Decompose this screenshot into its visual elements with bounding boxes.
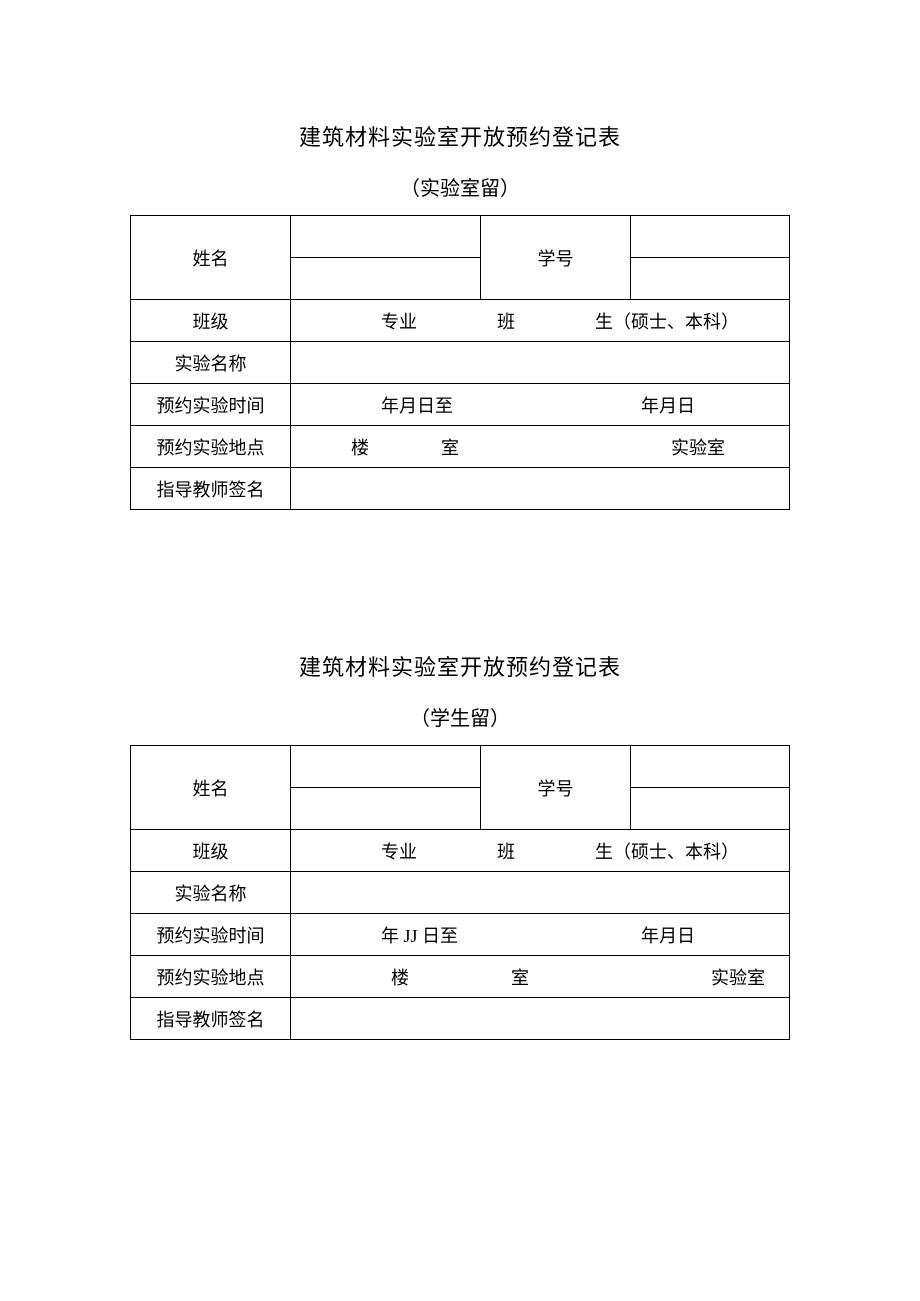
class-major: 专业: [381, 308, 417, 334]
field-student-id-2: [631, 788, 790, 830]
field-booking-time: 年月日至 年月日: [291, 384, 790, 426]
field-name-2: [291, 258, 481, 300]
class-level: 生（硕士、本科）: [595, 308, 739, 334]
field-experiment-name: [291, 342, 790, 384]
label-name: 姓名: [131, 216, 291, 300]
field-advisor-signature: [291, 998, 790, 1040]
label-class: 班级: [131, 300, 291, 342]
label-booking-time: 预约实验时间: [131, 914, 291, 956]
class-class: 班: [497, 838, 515, 864]
form-title: 建筑材料实验室开放预约登记表: [130, 120, 790, 152]
field-advisor-signature: [291, 468, 790, 510]
field-student-id-1: [631, 746, 790, 788]
label-experiment-name: 实验名称: [131, 872, 291, 914]
label-booking-location: 预约实验地点: [131, 956, 291, 998]
form-subtitle: （实验室留）: [130, 172, 790, 201]
field-class: 专业 班 生（硕士、本科）: [291, 300, 790, 342]
class-major: 专业: [381, 838, 417, 864]
loc-room: 室: [441, 434, 671, 460]
label-name: 姓名: [131, 746, 291, 830]
class-class: 班: [497, 308, 515, 334]
label-advisor-signature: 指导教师签名: [131, 468, 291, 510]
loc-lab: 实验室: [711, 964, 765, 990]
form-subtitle: （学生留）: [130, 702, 790, 731]
loc-building: 楼: [351, 434, 441, 460]
field-booking-time: 年 JJ 日至 年月日: [291, 914, 790, 956]
label-class: 班级: [131, 830, 291, 872]
label-advisor-signature: 指导教师签名: [131, 998, 291, 1040]
time-to: 年月日: [561, 922, 695, 948]
loc-building: 楼: [391, 964, 511, 990]
field-experiment-name: [291, 872, 790, 914]
field-booking-location: 楼 室 实验室: [291, 426, 790, 468]
field-name-2: [291, 788, 481, 830]
field-student-id-2: [631, 258, 790, 300]
label-student-id: 学号: [481, 216, 631, 300]
registration-table: 姓名 学号 班级 专业 班 生（硕士、本科） 实验名称 预约实验时间: [130, 745, 790, 1040]
form-lab-copy: 建筑材料实验室开放预约登记表 （实验室留） 姓名 学号 班级 专业 班 生（硕士…: [130, 120, 790, 510]
form-student-copy: 建筑材料实验室开放预约登记表 （学生留） 姓名 学号 班级 专业 班 生（硕士、…: [130, 650, 790, 1040]
field-student-id-1: [631, 216, 790, 258]
form-title: 建筑材料实验室开放预约登记表: [130, 650, 790, 682]
field-class: 专业 班 生（硕士、本科）: [291, 830, 790, 872]
loc-room: 室: [511, 964, 711, 990]
field-booking-location: 楼 室 实验室: [291, 956, 790, 998]
label-student-id: 学号: [481, 746, 631, 830]
label-experiment-name: 实验名称: [131, 342, 291, 384]
registration-table: 姓名 学号 班级 专业 班 生（硕士、本科） 实验名称 预约实验时间: [130, 215, 790, 510]
field-name-1: [291, 216, 481, 258]
field-name-1: [291, 746, 481, 788]
label-booking-location: 预约实验地点: [131, 426, 291, 468]
time-from: 年月日至: [381, 392, 561, 418]
class-level: 生（硕士、本科）: [595, 838, 739, 864]
loc-lab: 实验室: [671, 434, 725, 460]
time-to: 年月日: [561, 392, 695, 418]
label-booking-time: 预约实验时间: [131, 384, 291, 426]
time-from: 年 JJ 日至: [381, 922, 561, 948]
